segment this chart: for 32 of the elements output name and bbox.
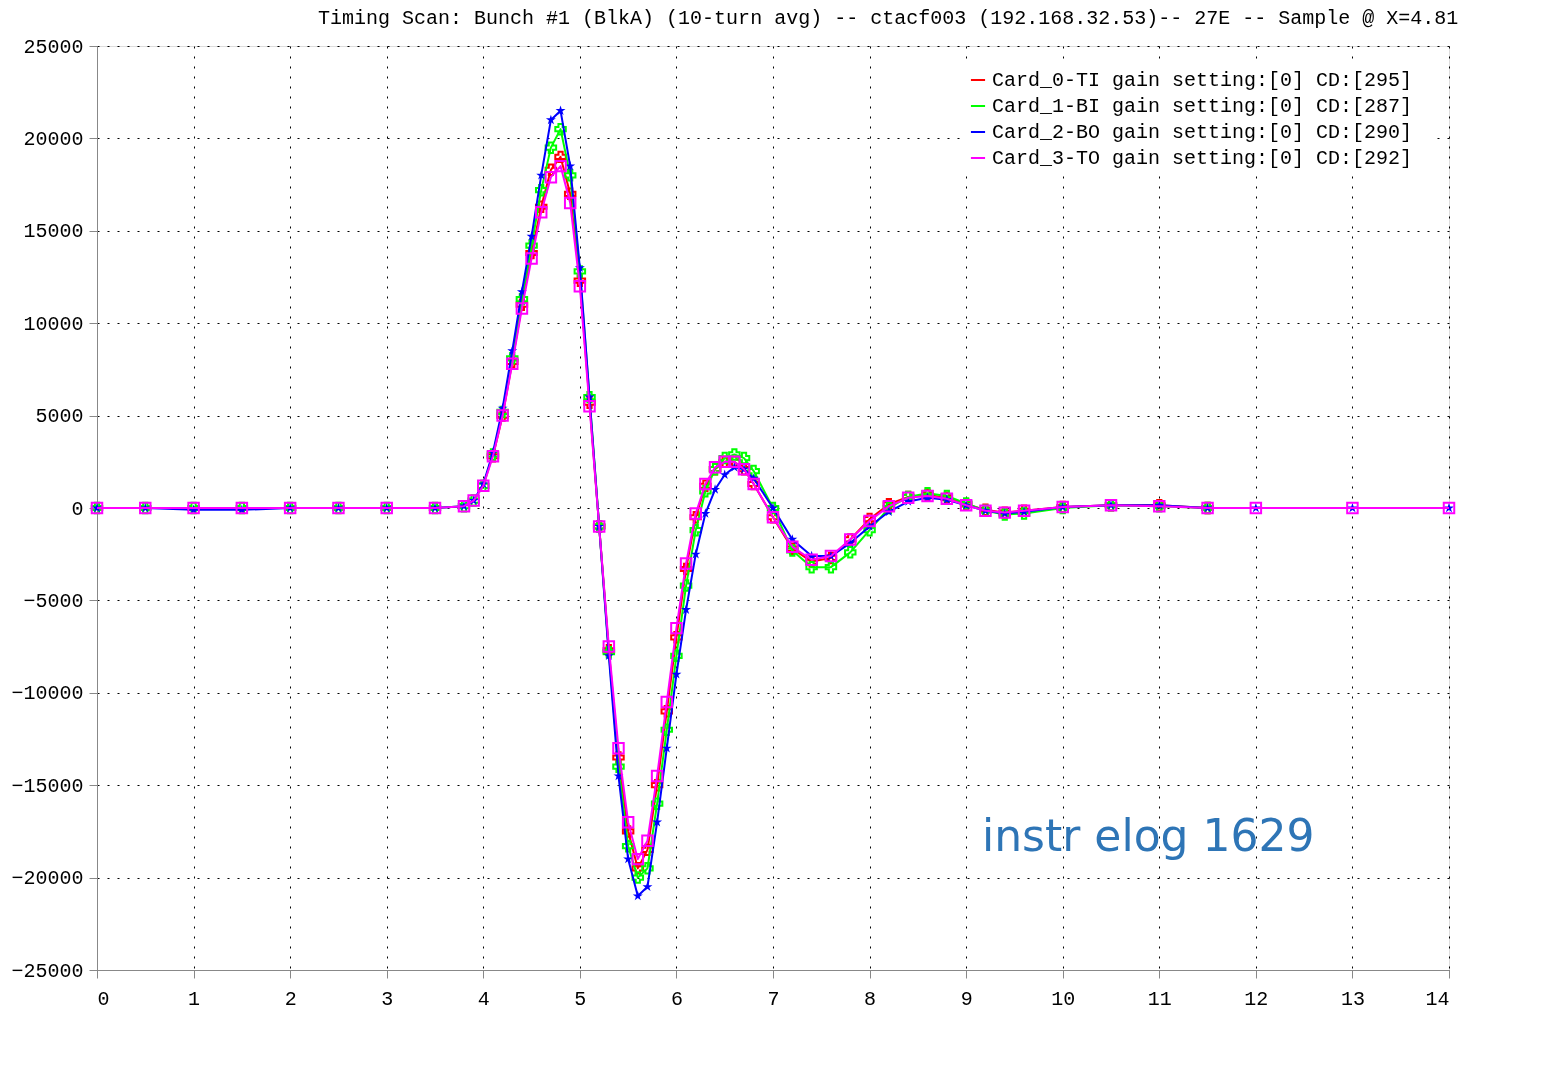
x-tick-label: 8 <box>864 987 877 1011</box>
x-tick-label: 5 <box>574 987 587 1011</box>
x-tick-label: 3 <box>381 987 394 1011</box>
y-tick-label: 15000 <box>23 220 84 244</box>
x-tick-label: 14 <box>1425 987 1450 1011</box>
legend-label: Card_1-BI gain setting:[0] CD:[287] <box>992 95 1413 118</box>
legend-label: Card_2-BO gain setting:[0] CD:[290] <box>992 121 1413 144</box>
y-tick-label: −25000 <box>11 959 84 983</box>
x-tick-label: 2 <box>284 987 297 1011</box>
x-tick-label: 10 <box>1051 987 1076 1011</box>
y-tick-label: 5000 <box>35 405 84 429</box>
x-tick-label: 4 <box>477 987 490 1011</box>
x-tick-label: 12 <box>1244 987 1269 1011</box>
legend-label: Card_3-TO gain setting:[0] CD:[292] <box>992 147 1413 170</box>
x-tick-label: 9 <box>960 987 973 1011</box>
y-tick-label: 20000 <box>23 127 84 151</box>
legend-label: Card_0-TI gain setting:[0] CD:[295] <box>992 69 1413 92</box>
y-tick-label: −5000 <box>23 589 84 613</box>
x-tick-label: 11 <box>1147 987 1172 1011</box>
x-tick-label: 0 <box>97 987 110 1011</box>
y-tick-label: −20000 <box>11 867 84 891</box>
annotation: instr elog 1629 <box>982 810 1315 861</box>
chart-title: Timing Scan: Bunch #1 (BlkA) (10-turn avg) -- ctacf003 (192.168.32.53)-- 27E -- Sample @ X=4.81 <box>318 7 1459 30</box>
x-tick-label: 1 <box>188 987 201 1011</box>
y-tick-label: 25000 <box>23 35 84 59</box>
y-tick-label: 0 <box>71 497 84 521</box>
y-tick-label: 10000 <box>23 312 84 336</box>
x-tick-label: 13 <box>1340 987 1365 1011</box>
x-tick-label: 6 <box>670 987 683 1011</box>
y-tick-label: −15000 <box>11 774 84 798</box>
x-tick-label: 7 <box>767 987 780 1011</box>
y-tick-label: −10000 <box>11 682 84 706</box>
